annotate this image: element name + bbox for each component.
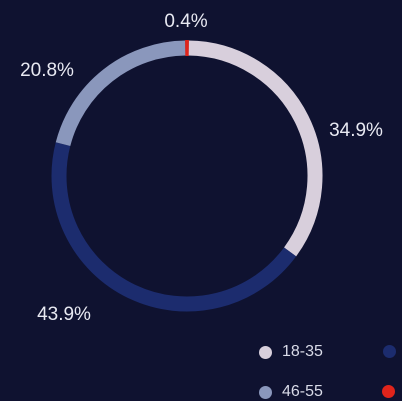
slice-label-46-55: 20.8% bbox=[20, 60, 74, 82]
legend-dot-fourth-age-group bbox=[382, 385, 395, 398]
legend-label-46-55: 46-55 bbox=[282, 383, 323, 401]
legend-item-46-55: 46-55 bbox=[259, 383, 323, 401]
legend-dot-second-age-group bbox=[383, 345, 396, 358]
legend-label-18-35: 18-35 bbox=[282, 343, 323, 361]
slice-label-second-age-group: 43.9% bbox=[37, 304, 91, 326]
slice-46-55 bbox=[63, 48, 185, 144]
legend-dot-18-35 bbox=[259, 346, 272, 359]
legend-item-18-35: 18-35 bbox=[259, 343, 323, 361]
slice-label-18-35: 34.9% bbox=[329, 120, 383, 142]
slice-label-fourth-age-group: 0.4% bbox=[164, 11, 207, 33]
slice-18-35 bbox=[189, 48, 315, 252]
slice-second-age-group bbox=[59, 144, 290, 304]
legend-dot-46-55 bbox=[259, 386, 272, 399]
